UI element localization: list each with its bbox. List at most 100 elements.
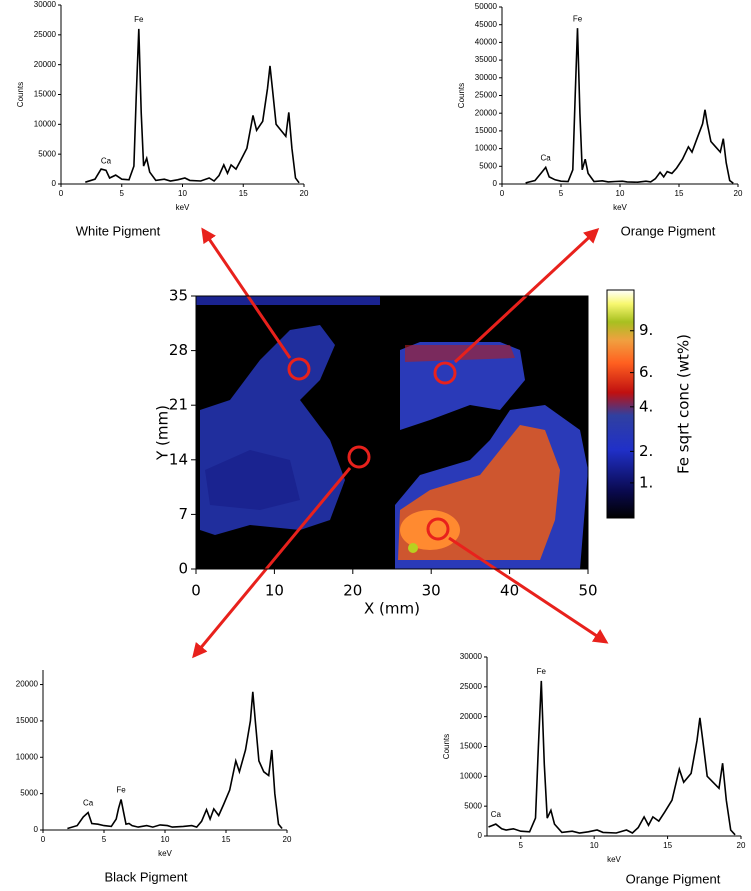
y-tick-label: 40000 [475,38,498,47]
x-tick-label: 10 [590,841,599,850]
y-tick-label: 10000 [16,752,39,761]
y-tick-label: 25000 [475,91,498,100]
x-tick-label: 15 [222,835,231,844]
colorbar-tick-label: 1. [639,473,653,491]
sample-circle [433,361,457,385]
arrow [192,467,352,659]
x-tick-label: 5 [120,189,125,198]
x-tick-label: 5 [559,189,564,198]
x-tick-label: 40 [500,582,519,600]
colorbar-tick-label: 9. [639,321,653,339]
y-tick-label: 30000 [34,0,57,9]
y-tick-label: 10000 [460,771,483,780]
x-tick-label: 15 [663,841,672,850]
arrow [448,536,609,644]
y-tick-label: 25000 [34,30,57,39]
colorbar-tick-label: 6. [639,363,653,381]
colorbar-label: Fe sqrt conc (wt%) [675,334,693,474]
y-tick-label: 45000 [475,20,498,29]
spectrum-line [67,691,283,830]
x-tick-label: 0 [500,189,505,198]
caption: Orange Pigment [621,223,716,238]
y-axis-label: Y (mm) [154,405,172,461]
y-tick-label: 30000 [460,652,483,661]
x-tick-label: 10 [178,189,187,198]
y-tick-label: 5000 [38,149,56,158]
y-tick-label: 7 [178,505,188,523]
y-tick-label: 15000 [460,742,483,751]
y-tick-label: 21 [169,396,188,414]
y-tick-label: 5000 [20,789,38,798]
y-tick-label: 35 [169,287,188,305]
x-tick-label: 5 [102,835,107,844]
x-tick-label: 20 [734,189,743,198]
peak-label: Ca [83,799,94,808]
y-tick-label: 10000 [34,119,57,128]
spectrum-line [525,28,734,184]
y-tick-label: 20000 [460,712,483,721]
peak-label: Ca [101,156,112,165]
x-tick-label: 10 [616,189,625,198]
y-tick-label: 10000 [475,144,498,153]
y-axis-label: Counts [442,734,451,759]
y-tick-label: 50000 [475,2,498,11]
sample-circle [347,445,371,469]
y-tick-label: 35000 [475,55,498,64]
colorbar-tick-label: 4. [639,397,653,415]
x-axis-label: keV [176,203,190,212]
x-tick-label: 0 [191,582,201,600]
y-tick-label: 30000 [475,73,498,82]
y-axis-label: Counts [457,83,466,108]
spectrum-line [85,28,300,184]
sample-markers [287,357,457,541]
x-axis-label: keV [607,855,621,864]
x-tick-label: 30 [422,582,441,600]
x-axis-label: keV [613,203,627,212]
x-tick-label: 0 [59,189,64,198]
map-image [196,296,588,569]
x-tick-label: 10 [161,835,170,844]
peak-label: Fe [537,667,547,676]
y-tick-label: 0 [178,560,188,578]
peak-label: Fe [134,15,144,24]
spectrum-line [488,680,736,836]
y-tick-label: 0 [478,831,483,840]
x-tick-label: 20 [737,841,746,850]
x-tick-label: 10 [265,582,284,600]
peak-label: Fe [116,786,126,795]
map-frame [195,295,589,570]
x-tick-label: 20 [283,835,292,844]
caption: Orange Pigment [626,871,721,886]
y-tick-label: 20000 [16,680,39,689]
y-tick-label: 14 [169,450,188,468]
x-tick-label: 20 [300,189,309,198]
x-axis-label: keV [158,849,172,858]
x-tick-label: 0 [41,835,46,844]
y-tick-label: 0 [52,179,57,188]
x-tick-label: 15 [675,189,684,198]
y-tick-label: 28 [169,341,188,359]
caption: White Pigment [76,223,161,238]
y-tick-label: 20000 [475,108,498,117]
y-tick-label: 5000 [479,161,497,170]
y-tick-label: 15000 [475,126,498,135]
y-tick-label: 0 [493,179,498,188]
y-tick-label: 20000 [34,60,57,69]
y-axis-label: Counts [16,82,25,107]
x-tick-label: 20 [343,582,362,600]
y-tick-label: 5000 [464,801,482,810]
arrow [201,227,292,359]
y-tick-label: 25000 [460,682,483,691]
sample-circle [426,517,450,541]
x-axis-label: X (mm) [364,600,420,618]
y-tick-label: 0 [34,825,39,834]
peak-label: Fe [573,14,583,23]
x-tick-label: 5 [519,841,524,850]
y-tick-label: 15000 [34,90,57,99]
y-tick-label: 15000 [16,716,39,725]
x-tick-label: 15 [239,189,248,198]
caption: Black Pigment [104,869,187,884]
peak-label: Ca [541,153,552,162]
